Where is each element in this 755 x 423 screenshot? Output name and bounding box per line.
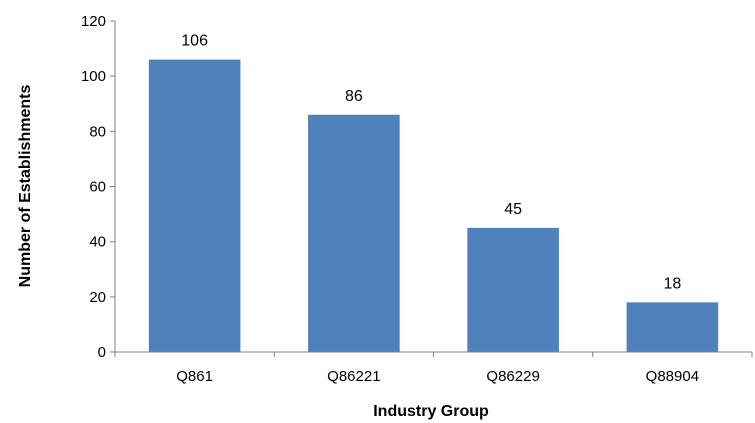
data-label: 18 bbox=[663, 275, 681, 292]
x-tick-label: Q86221 bbox=[327, 368, 380, 385]
x-tick-label: Q86229 bbox=[486, 368, 539, 385]
bar-q88904 bbox=[626, 302, 719, 352]
y-tick-label: 20 bbox=[89, 289, 106, 306]
x-tick-label: Q88904 bbox=[646, 368, 699, 385]
bar-q861 bbox=[148, 59, 241, 352]
y-tick-label: 0 bbox=[98, 344, 106, 361]
bar-q86229 bbox=[467, 227, 559, 352]
bar-q86221 bbox=[308, 114, 400, 353]
y-tick-label: 80 bbox=[89, 123, 106, 140]
y-tick-label: 40 bbox=[89, 234, 106, 251]
x-axis-title: Industry Group bbox=[373, 403, 489, 420]
data-label: 45 bbox=[504, 201, 522, 218]
y-tick-label: 120 bbox=[81, 13, 106, 30]
data-label: 86 bbox=[345, 88, 363, 105]
y-axis-title: Number of Establishments bbox=[17, 85, 34, 288]
data-label: 106 bbox=[181, 33, 208, 50]
y-tick-label: 100 bbox=[81, 68, 106, 85]
y-tick-label: 60 bbox=[89, 179, 106, 196]
x-tick-label: Q861 bbox=[176, 368, 213, 385]
